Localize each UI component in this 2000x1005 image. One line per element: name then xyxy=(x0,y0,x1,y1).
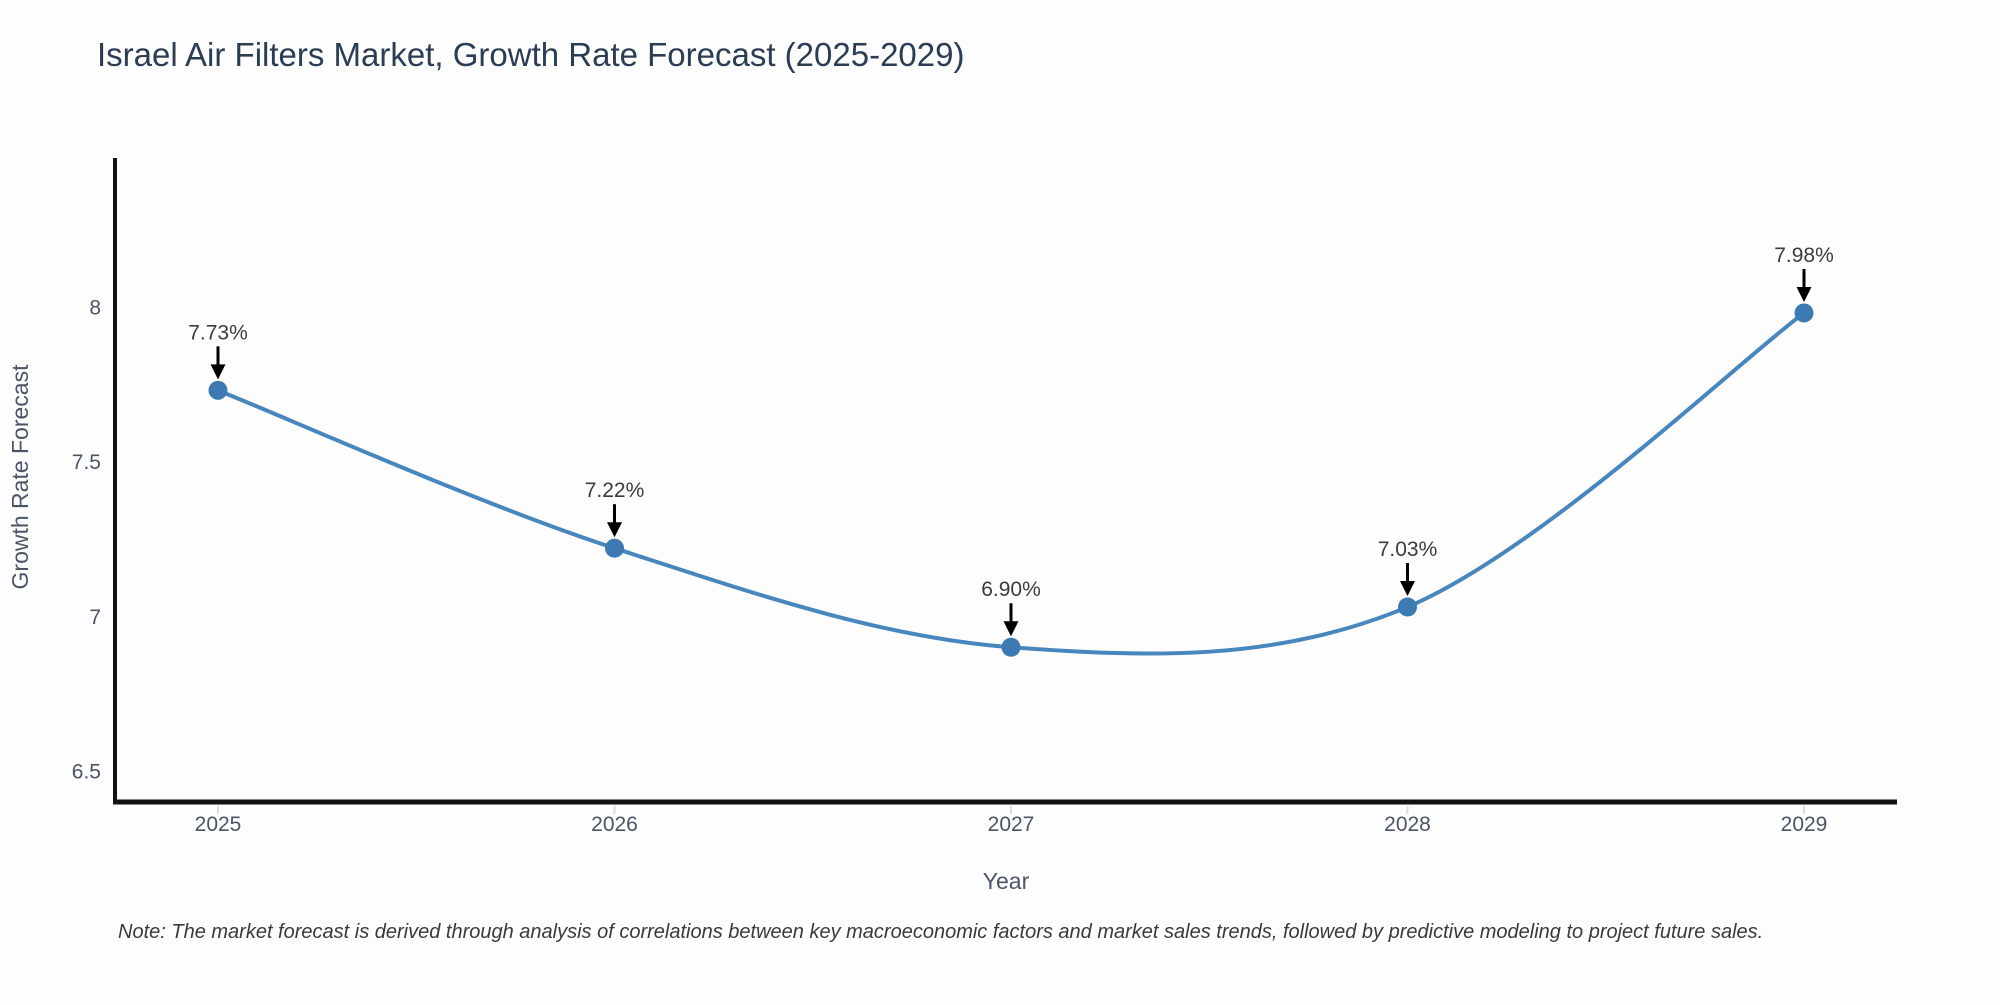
y-tick-label: 8 xyxy=(89,296,101,319)
y-tick-label: 6.5 xyxy=(72,761,101,784)
data-point-marker xyxy=(1398,597,1417,617)
annotation-label: 7.03% xyxy=(1378,538,1438,561)
annotation-label: 6.90% xyxy=(981,578,1041,601)
y-tick-label: 7 xyxy=(89,606,101,629)
annotation-label: 7.22% xyxy=(585,479,645,502)
y-tick-label: 7.5 xyxy=(72,451,101,474)
annotation-arrow-head xyxy=(1400,581,1415,596)
x-tick-label: 2026 xyxy=(591,813,638,836)
data-point-marker xyxy=(605,538,624,558)
annotation-arrow-head xyxy=(210,364,226,380)
annotation-arrow-head xyxy=(607,522,622,538)
x-tick-label: 2025 xyxy=(195,813,242,836)
data-point-marker xyxy=(208,380,228,400)
x-tick-label: 2027 xyxy=(988,813,1035,836)
series-line xyxy=(216,310,1806,656)
chart-title: Israel Air Filters Market, Growth Rate F… xyxy=(97,36,964,73)
data-point-marker xyxy=(1001,637,1021,657)
x-tick-label: 2029 xyxy=(1781,813,1828,836)
annotation-arrow-head xyxy=(1003,621,1019,637)
plot-area: 6.5 7 7.5 8 2025 2026 2027 2028 2029 7.73% 7.22% 6.… xyxy=(72,244,1834,836)
data-point-marker xyxy=(1794,303,1814,323)
x-tick-label: 2028 xyxy=(1384,813,1431,836)
annotation-label: 7.98% xyxy=(1774,244,1834,267)
annotation-label: 7.73% xyxy=(188,321,248,344)
x-axis-title: Year xyxy=(983,868,1030,894)
note-text: Note: The market forecast is derived thr… xyxy=(118,921,1763,943)
annotation-arrow-head xyxy=(1796,286,1812,302)
y-axis-title: Growth Rate Forecast xyxy=(7,364,33,590)
